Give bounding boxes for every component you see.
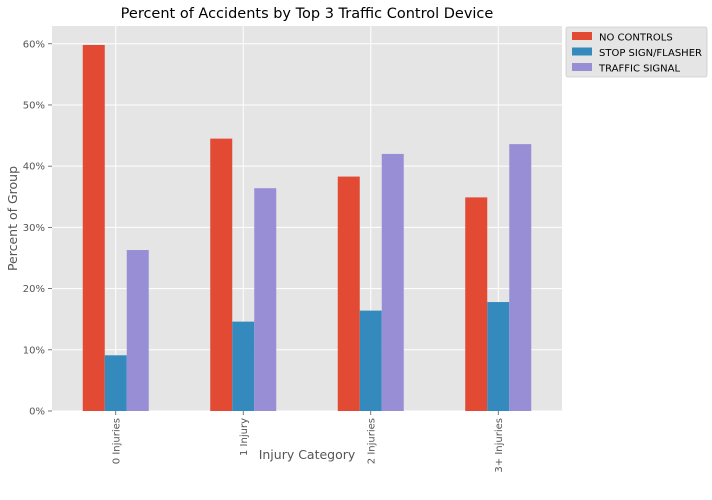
y-tick-label: 60% — [23, 39, 45, 50]
bar-traffic-signal-0 — [126, 250, 149, 411]
x-axis-label: Injury Category — [259, 447, 356, 462]
x-axis-ticks: 0 Injuries 1 Injury 2 Injuries 3+ Injuries — [111, 411, 505, 473]
y-axis-label: Percent of Group — [5, 166, 20, 271]
x-tick-label: 0 Injuries — [111, 418, 122, 464]
bar-no-controls-1 — [210, 138, 233, 411]
y-tick-label: 50% — [23, 100, 45, 111]
y-tick-label: 0% — [29, 407, 45, 418]
legend-box — [565, 26, 708, 78]
legend-label: NO CONTROLS — [599, 33, 673, 44]
legend-swatch — [572, 32, 592, 40]
bar-stop-sign-flasher-0 — [104, 355, 127, 411]
legend-label: TRAFFIC SIGNAL — [598, 64, 680, 75]
bar-traffic-signal-3 — [509, 144, 532, 411]
bar-stop-sign-flasher-3 — [487, 302, 510, 411]
legend-swatch — [572, 47, 592, 56]
y-tick-label: 40% — [23, 162, 45, 173]
y-axis-ticks: 0% 10% 20% 30% 40% 50% 60% — [23, 39, 52, 418]
chart-title: Percent of Accidents by Top 3 Traffic Co… — [121, 6, 494, 22]
bar-traffic-signal-1 — [254, 188, 277, 411]
y-tick-label: 10% — [23, 345, 45, 356]
legend: NO CONTROLS STOP SIGN/FLASHER TRAFFIC SIGN… — [565, 26, 708, 78]
bar-traffic-signal-2 — [381, 153, 404, 411]
y-tick-label: 30% — [23, 223, 45, 234]
legend-swatch — [572, 63, 592, 71]
legend-label: STOP SIGN/FLASHER — [599, 48, 702, 59]
x-tick-label: 3+ Injuries — [494, 418, 505, 473]
bar-no-controls-3 — [465, 197, 488, 411]
bar-no-controls-0 — [82, 44, 105, 412]
bar-stop-sign-flasher-1 — [232, 321, 255, 411]
y-tick-label: 20% — [23, 284, 45, 295]
bars — [82, 44, 532, 412]
bar-stop-sign-flasher-2 — [359, 310, 382, 411]
x-tick-label: 2 Injuries — [366, 418, 377, 464]
x-tick-label: 1 Injury — [239, 418, 250, 456]
legend-items: NO CONTROLS STOP SIGN/FLASHER TRAFFIC SIGN… — [572, 32, 702, 75]
bar-no-controls-2 — [337, 176, 360, 411]
